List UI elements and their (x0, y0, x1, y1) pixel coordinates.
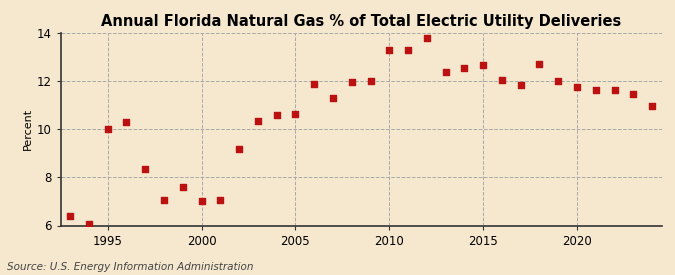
Point (252, 119, 263, 123)
Point (497, 78, 508, 82)
Point (553, 79, 564, 83)
Point (591, 87, 601, 92)
Point (271, 113, 282, 117)
Point (234, 146, 244, 151)
Point (140, 167, 151, 171)
Point (178, 185, 188, 189)
Point (515, 83, 526, 88)
Point (609, 87, 620, 92)
Y-axis label: Percent: Percent (22, 108, 32, 150)
Point (327, 96, 338, 100)
Point (103, 127, 113, 131)
Title: Annual Florida Natural Gas % of Total Electric Utility Deliveries: Annual Florida Natural Gas % of Total El… (101, 14, 621, 29)
Point (290, 111, 301, 116)
Point (440, 69, 451, 74)
Point (365, 79, 376, 83)
Point (65, 214, 76, 218)
Point (421, 35, 432, 40)
Point (121, 120, 132, 124)
Point (478, 63, 489, 68)
Point (84, 222, 95, 227)
Point (159, 198, 169, 202)
Point (459, 66, 470, 70)
Point (647, 104, 657, 109)
Point (628, 92, 639, 97)
Point (572, 85, 583, 89)
Point (196, 199, 207, 204)
Point (384, 48, 395, 52)
Point (308, 81, 319, 86)
Point (346, 80, 357, 84)
Point (403, 48, 414, 52)
Text: Source: U.S. Energy Information Administration: Source: U.S. Energy Information Administ… (7, 262, 253, 272)
Point (215, 198, 225, 202)
Point (534, 62, 545, 67)
